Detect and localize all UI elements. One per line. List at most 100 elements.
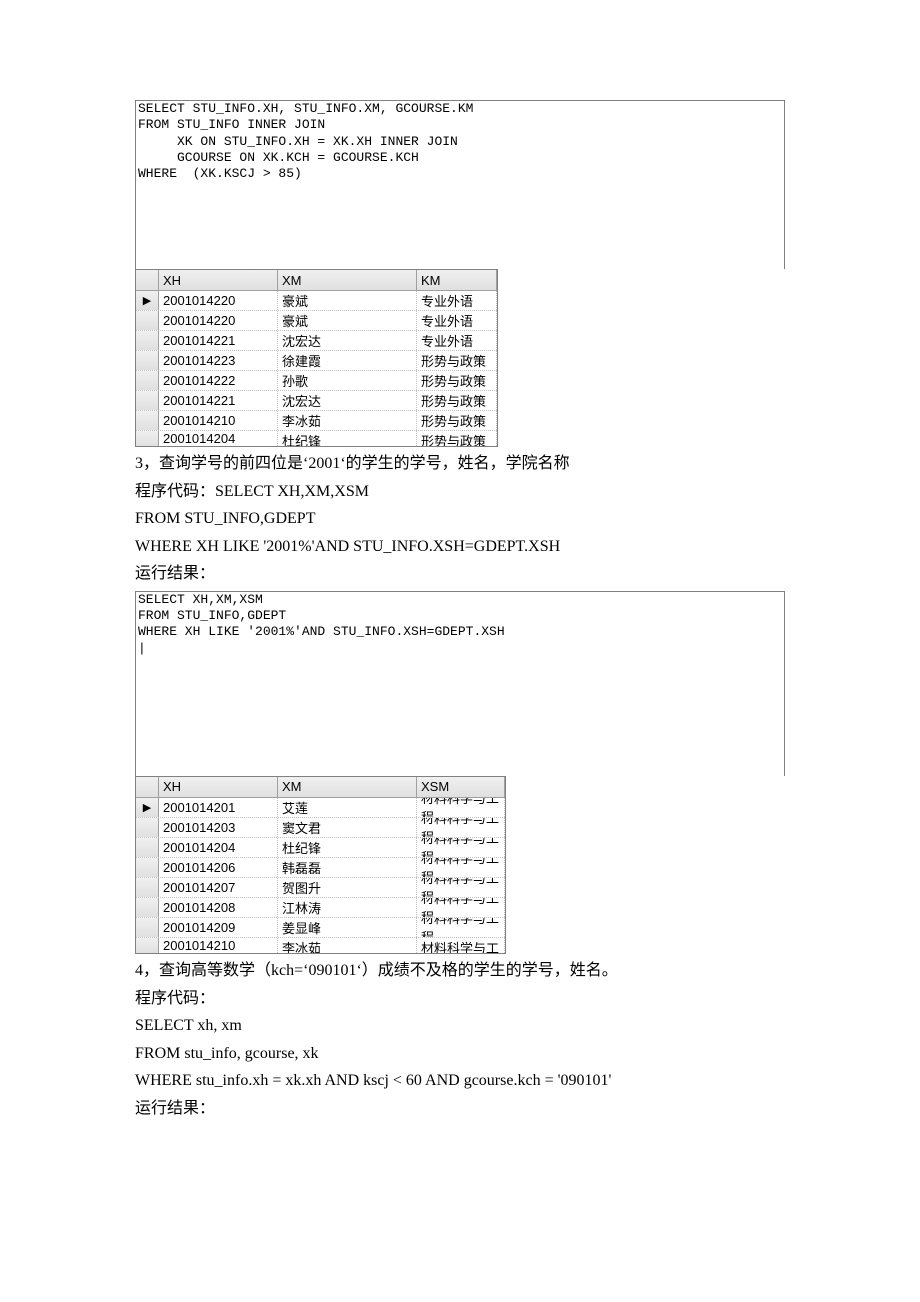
result-grid-1: XH XM KM ▶ 2001014220 豪斌 专业外语 2001014220…	[135, 269, 498, 447]
cell: 艾莲	[278, 798, 417, 817]
cell: 2001014220	[159, 311, 278, 330]
table-row: 2001014210 李冰茹 材料科学与工程	[136, 938, 505, 953]
row-marker-icon: ▶	[136, 291, 159, 310]
cell: 姜显峰	[278, 918, 417, 937]
row-marker-icon	[136, 311, 159, 330]
table-row: 2001014222 孙歌 形势与政策	[136, 371, 497, 391]
cell: 2001014206	[159, 858, 278, 877]
row-marker-icon	[136, 391, 159, 410]
cell: 2001014204	[159, 838, 278, 857]
q3-run-label: 运行结果：	[135, 561, 785, 587]
cell: 韩磊磊	[278, 858, 417, 877]
cell: 窦文君	[278, 818, 417, 837]
cell: 2001014221	[159, 331, 278, 350]
q4-code-line: WHERE stu_info.xh = xk.xh AND kscj < 60 …	[135, 1068, 785, 1094]
question-4: 4，查询高等数学（kch=‘090101‘）成绩不及格的学生的学号，姓名。 程序…	[135, 958, 785, 1122]
cell: 2001014201	[159, 798, 278, 817]
cell: 材料科学与工程	[417, 898, 505, 917]
cell: 2001014204	[159, 431, 278, 446]
sql-query-2: SELECT XH,XM,XSM FROM STU_INFO,GDEPT WHE…	[135, 591, 785, 776]
rowhead-corner	[136, 270, 159, 290]
row-marker-icon	[136, 351, 159, 370]
row-marker-icon	[136, 838, 159, 857]
row-marker-icon	[136, 411, 159, 430]
cell: 形势与政策	[417, 431, 497, 446]
row-marker-icon: ▶	[136, 798, 159, 817]
table-row: 2001014206 韩磊磊 材料科学与工程	[136, 858, 505, 878]
table-row: 2001014204 杜纪锋 形势与政策	[136, 431, 497, 446]
q4-title: 4，查询高等数学（kch=‘090101‘）成绩不及格的学生的学号，姓名。	[135, 958, 785, 984]
row-marker-icon	[136, 331, 159, 350]
table-row: 2001014204 杜纪锋 材料科学与工程	[136, 838, 505, 858]
q4-code-line: FROM stu_info, gcourse, xk	[135, 1041, 785, 1067]
grid-header: XH XM XSM	[136, 777, 505, 798]
q3-code-line: WHERE XH LIKE '2001%'AND STU_INFO.XSH=GD…	[135, 534, 785, 560]
cell: 形势与政策	[417, 391, 497, 410]
cell: 材料科学与工程	[417, 938, 505, 953]
col-header: XM	[278, 270, 417, 290]
cell: 徐建霞	[278, 351, 417, 370]
cell: 材料科学与工程	[417, 838, 505, 857]
cell: 形势与政策	[417, 371, 497, 390]
cell: 2001014208	[159, 898, 278, 917]
cell: 贺图升	[278, 878, 417, 897]
table-row: 2001014220 豪斌 专业外语	[136, 311, 497, 331]
cell: 形势与政策	[417, 351, 497, 370]
cell: 杜纪锋	[278, 431, 417, 446]
q4-run-label: 运行结果：	[135, 1096, 785, 1122]
cell: 材料科学与工程	[417, 858, 505, 877]
col-header: XSM	[417, 777, 505, 797]
question-3: 3，查询学号的前四位是‘2001‘的学生的学号，姓名，学院名称 程序代码：SEL…	[135, 451, 785, 587]
cell: 2001014210	[159, 938, 278, 953]
cell: 形势与政策	[417, 411, 497, 430]
row-marker-icon	[136, 938, 159, 953]
table-row: 2001014221 沈宏达 专业外语	[136, 331, 497, 351]
table-row: ▶ 2001014201 艾莲 材料科学与工程	[136, 798, 505, 818]
cell: 李冰茹	[278, 411, 417, 430]
cell: 专业外语	[417, 291, 497, 310]
row-marker-icon	[136, 918, 159, 937]
col-header: XH	[159, 270, 278, 290]
cell: 沈宏达	[278, 391, 417, 410]
cell: 2001014207	[159, 878, 278, 897]
result-grid-2: XH XM XSM ▶ 2001014201 艾莲 材料科学与工程 200101…	[135, 776, 506, 954]
row-marker-icon	[136, 878, 159, 897]
q3-title: 3，查询学号的前四位是‘2001‘的学生的学号，姓名，学院名称	[135, 451, 785, 477]
cell: 2001014221	[159, 391, 278, 410]
cell: 孙歌	[278, 371, 417, 390]
cell: 沈宏达	[278, 331, 417, 350]
table-row: 2001014203 窦文君 材料科学与工程	[136, 818, 505, 838]
grid-header: XH XM KM	[136, 270, 497, 291]
q3-code-label: 程序代码：SELECT XH,XM,XSM	[135, 479, 785, 505]
cell: 杜纪锋	[278, 838, 417, 857]
cell: 李冰茹	[278, 938, 417, 953]
row-marker-icon	[136, 898, 159, 917]
table-row: 2001014221 沈宏达 形势与政策	[136, 391, 497, 411]
sql-query-1: SELECT STU_INFO.XH, STU_INFO.XM, GCOURSE…	[135, 100, 785, 269]
cell: 材料科学与工程	[417, 818, 505, 837]
cell: 2001014222	[159, 371, 278, 390]
q4-code-label: 程序代码：	[135, 986, 785, 1012]
row-marker-icon	[136, 818, 159, 837]
cell: 2001014203	[159, 818, 278, 837]
col-header: XH	[159, 777, 278, 797]
q3-code-line: FROM STU_INFO,GDEPT	[135, 506, 785, 532]
row-marker-icon	[136, 858, 159, 877]
cell: 材料科学与工程	[417, 878, 505, 897]
q4-code-line: SELECT xh, xm	[135, 1013, 785, 1039]
row-marker-icon	[136, 371, 159, 390]
table-row: 2001014210 李冰茹 形势与政策	[136, 411, 497, 431]
table-row: 2001014207 贺图升 材料科学与工程	[136, 878, 505, 898]
table-row: ▶ 2001014220 豪斌 专业外语	[136, 291, 497, 311]
cell: 专业外语	[417, 311, 497, 330]
cell: 2001014220	[159, 291, 278, 310]
rowhead-corner	[136, 777, 159, 797]
table-row: 2001014208 江林涛 材料科学与工程	[136, 898, 505, 918]
cell: 专业外语	[417, 331, 497, 350]
table-row: 2001014209 姜显峰 材料科学与工程	[136, 918, 505, 938]
row-marker-icon	[136, 431, 159, 446]
cell: 江林涛	[278, 898, 417, 917]
table-row: 2001014223 徐建霞 形势与政策	[136, 351, 497, 371]
col-header: XM	[278, 777, 417, 797]
cell: 2001014209	[159, 918, 278, 937]
